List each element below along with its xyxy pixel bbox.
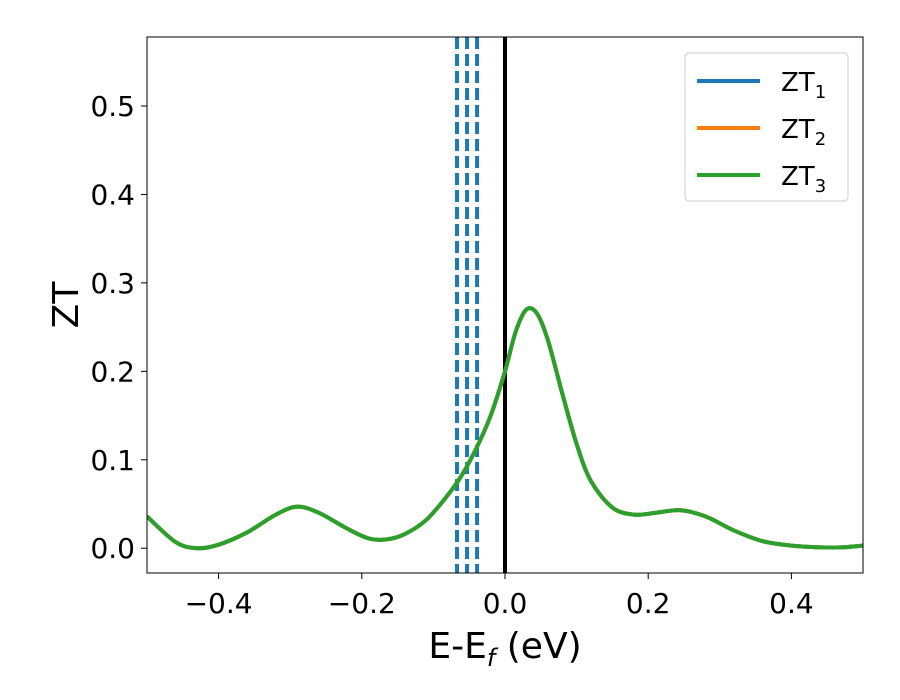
y-tick-label: 0.1 [90, 444, 135, 477]
legend-label-3: ZT3 [781, 162, 826, 197]
y-axis-title: ZT [46, 281, 87, 329]
x-tick-label: −0.2 [328, 587, 396, 620]
legend-label-2: ZT2 [781, 115, 826, 150]
legend-box [684, 52, 849, 202]
series-line-3 [147, 306, 863, 551]
legend-label-1: ZT1 [781, 68, 826, 103]
x-axis-title-unit: (eV) [495, 626, 581, 667]
x-axis-title-main: E-E [428, 626, 486, 667]
x-tick-label: −0.4 [185, 587, 253, 620]
x-tick-label: 0.0 [483, 587, 528, 620]
x-axis-title: E-Ef (eV) [428, 626, 581, 672]
y-axis-ticks: 0.0 0.1 0.2 0.3 0.4 0.5 [90, 90, 147, 565]
y-tick-label: 0.3 [90, 267, 135, 300]
plot-area [147, 37, 863, 573]
legend: ZT1 ZT2 ZT3 [684, 52, 849, 202]
x-tick-label: 0.2 [626, 587, 671, 620]
y-tick-label: 0.5 [90, 90, 135, 123]
y-tick-label: 0.2 [90, 355, 135, 388]
x-tick-label: 0.4 [769, 587, 814, 620]
y-tick-label: 0.0 [90, 532, 135, 565]
x-axis-ticks: −0.4 −0.2 0.0 0.2 0.4 [185, 573, 814, 620]
y-tick-label: 0.4 [90, 178, 135, 211]
